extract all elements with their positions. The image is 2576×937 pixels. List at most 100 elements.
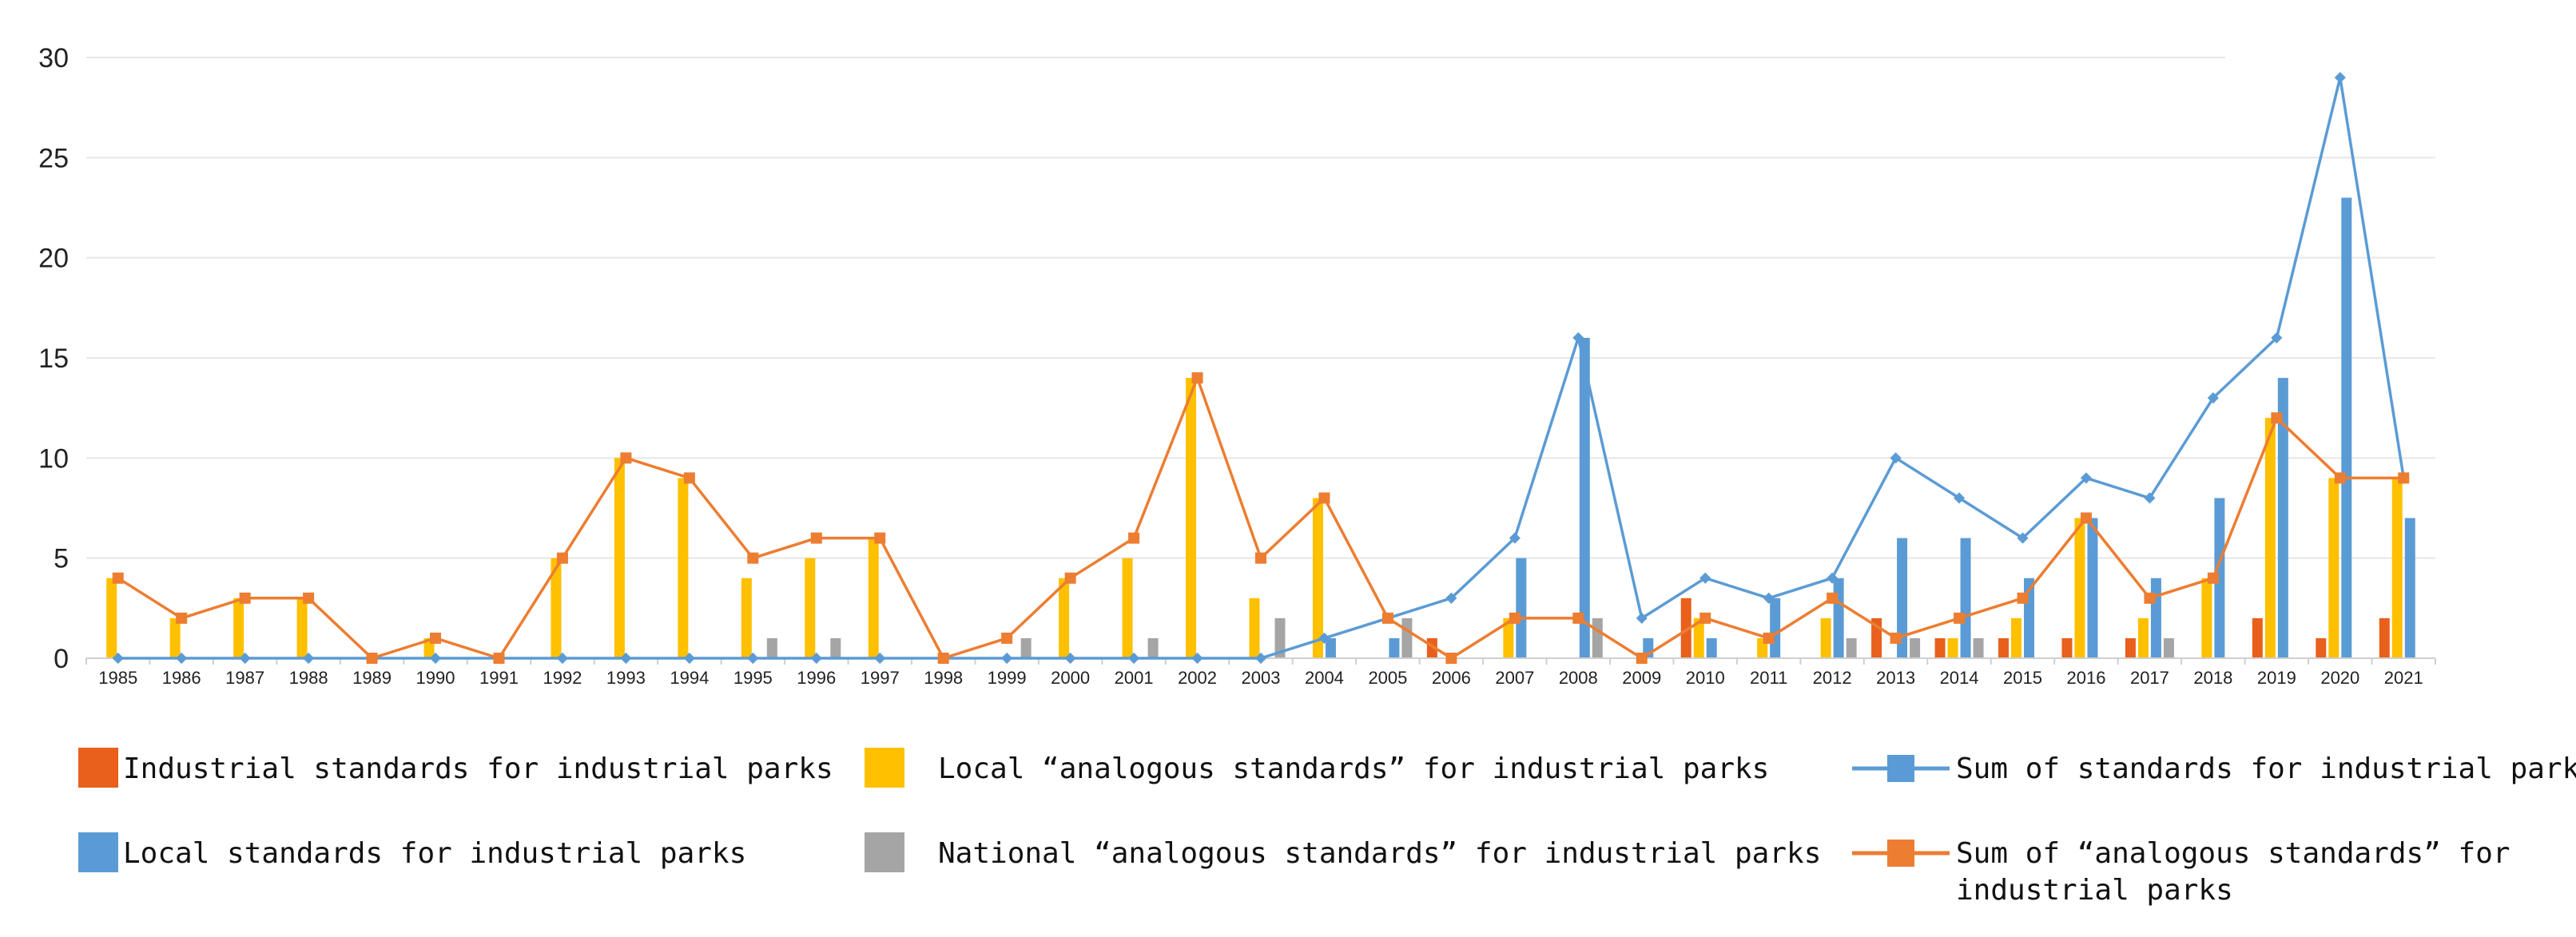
x-tick-label: 1987 — [225, 668, 264, 688]
bar — [551, 558, 562, 658]
bar — [1312, 498, 1323, 658]
legend-label: Local standards for industrial parks — [123, 837, 746, 870]
x-tick-label: 1997 — [861, 668, 900, 688]
bar — [1973, 637, 1984, 658]
bar — [1706, 637, 1717, 658]
bar — [1325, 637, 1336, 658]
legend-item: Sum of standards for industrial parks — [1852, 752, 2576, 785]
line-point — [1699, 612, 1711, 624]
line-point — [683, 472, 695, 484]
y-tick-label: 15 — [38, 343, 69, 374]
line-point — [1954, 612, 1966, 624]
line-point — [366, 653, 378, 664]
y-tick-label: 20 — [38, 244, 69, 274]
line-point — [1572, 332, 1584, 344]
line-point — [2334, 71, 2346, 84]
line-point — [112, 572, 124, 584]
bar — [169, 617, 181, 658]
legend-label: Sum of standards for industrial parks — [1956, 752, 2576, 785]
x-tick-label: 1996 — [797, 668, 836, 688]
bar — [1059, 578, 1070, 658]
legend-swatch — [865, 832, 904, 872]
bar — [233, 598, 244, 658]
x-tick-label: 2003 — [1242, 668, 1281, 688]
x-tick-label: 1998 — [924, 668, 963, 688]
line-point — [239, 652, 251, 665]
bar — [2316, 637, 2327, 658]
bar — [1389, 637, 1400, 658]
bar — [2341, 197, 2352, 658]
legend-marker — [1887, 840, 1914, 867]
series-line — [117, 76, 2406, 660]
legend-swatch — [78, 832, 118, 872]
x-tick-label: 2001 — [1115, 668, 1154, 688]
bar — [2074, 518, 2085, 658]
bar — [2011, 617, 2022, 658]
line-point — [620, 452, 632, 464]
bar — [106, 578, 117, 658]
line-point — [493, 653, 505, 664]
bar — [741, 578, 752, 658]
line-point — [620, 652, 632, 665]
line-point — [1128, 532, 1140, 544]
bar — [2125, 637, 2136, 658]
line-point — [303, 592, 315, 604]
line-point — [1255, 552, 1266, 564]
bar — [1516, 558, 1527, 658]
line-point — [1445, 653, 1457, 664]
bar — [2264, 418, 2276, 658]
line-point — [1064, 652, 1076, 665]
line-point — [176, 652, 188, 665]
x-tick-label: 2002 — [1178, 668, 1217, 688]
line-point — [1827, 592, 1839, 604]
bar — [1947, 637, 1958, 658]
line-point — [1509, 612, 1521, 624]
x-tick-label: 1991 — [479, 668, 519, 688]
y-tick-label: 30 — [38, 43, 69, 73]
x-tick-label: 1986 — [162, 668, 201, 688]
legend: Industrial standards for industrial park… — [78, 748, 2576, 907]
bar — [2214, 498, 2225, 658]
bar — [1579, 337, 1590, 658]
x-tick-label: 1990 — [416, 668, 455, 688]
bar — [2137, 617, 2149, 658]
line-point — [2017, 592, 2029, 604]
line-point — [1572, 612, 1584, 624]
legend-label: Industrial standards for industrial park… — [123, 752, 833, 785]
bars — [106, 197, 2415, 658]
line-point — [2334, 472, 2346, 484]
bar — [2150, 578, 2161, 658]
x-tick-label: 2021 — [2384, 668, 2423, 688]
series-lines — [112, 71, 2410, 665]
x-tick-label: 2019 — [2257, 668, 2296, 688]
x-tick-label: 1985 — [98, 668, 137, 688]
x-tick-label: 2015 — [2003, 668, 2042, 688]
bar — [678, 478, 689, 658]
x-tick-label: 2007 — [1495, 668, 1534, 688]
x-tick-label: 1989 — [352, 668, 392, 688]
bar — [2163, 637, 2174, 658]
legend-label: Sum of “analogous standards” for — [1956, 837, 2510, 870]
line-point — [1064, 572, 1076, 584]
bar — [2404, 518, 2415, 658]
legend-swatch — [78, 748, 118, 788]
bar — [1274, 617, 1286, 658]
bar — [2201, 578, 2212, 658]
bar — [1934, 637, 1946, 658]
line-point — [556, 652, 569, 665]
line-point — [1318, 492, 1330, 504]
bar — [1960, 538, 1971, 658]
bar — [1122, 558, 1133, 658]
line-point — [1254, 652, 1267, 665]
x-tick-label: 1994 — [670, 668, 709, 688]
x-tick-label: 2010 — [1686, 668, 1725, 688]
line-point — [2398, 472, 2410, 484]
bar — [1897, 538, 1908, 658]
x-tick-label: 2006 — [1432, 668, 1471, 688]
x-tick-label: 1995 — [733, 668, 773, 688]
line-point — [2271, 412, 2283, 424]
line-point — [2207, 572, 2219, 584]
x-tick-label: 2009 — [1622, 668, 1661, 688]
x-tick-label: 2005 — [1368, 668, 1407, 688]
